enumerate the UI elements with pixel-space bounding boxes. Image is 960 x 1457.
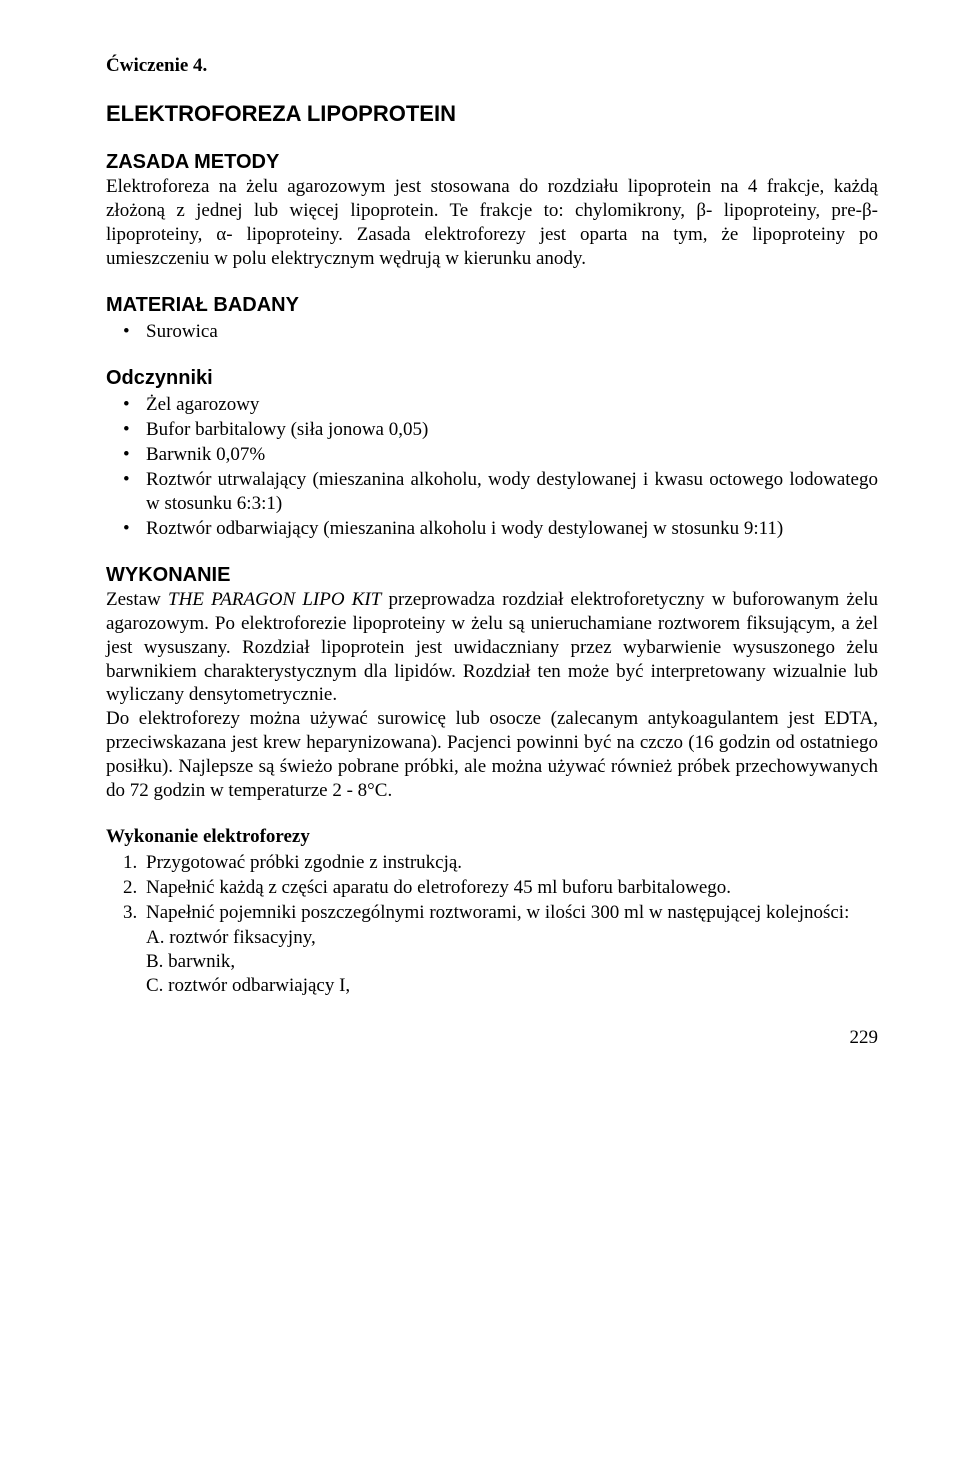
list-item: Żel agarozowy <box>106 393 878 417</box>
odczynniki-list: Żel agarozowy Bufor barbitalowy (siła jo… <box>106 393 878 541</box>
page-number: 229 <box>106 1026 878 1050</box>
step-item: Napełnić każdą z części aparatu do eletr… <box>106 876 878 900</box>
list-item: Roztwór odbarwiający (mieszanina alkohol… <box>106 517 878 541</box>
wykonanie-heading: WYKONANIE <box>106 564 230 586</box>
document-title: ELEKTROFOREZA LIPOPROTEIN <box>106 100 878 128</box>
material-heading: MATERIAŁ BADANY <box>106 293 878 318</box>
exercise-label: Ćwiczenie 4. <box>106 54 878 78</box>
substep-item: A. roztwór fiksacyjny, <box>106 926 878 950</box>
step-text: Napełnić pojemniki poszczególnymi roztwo… <box>146 902 849 923</box>
odczynniki-heading: Odczynniki <box>106 366 878 391</box>
wykonanie-para2: Do elektroforezy można używać surowicę l… <box>106 707 878 803</box>
substep-item: B. barwnik, <box>106 950 878 974</box>
zasada-heading: ZASADA METODY <box>106 150 878 175</box>
step-item: Przygotować próbki zgodnie z instrukcją. <box>106 851 878 875</box>
wykonanie-block: WYKONANIE Zestaw THE PARAGON LIPO KIT pr… <box>106 563 878 804</box>
wykonanie-para1-italic: THE PARAGON LIPO KIT <box>168 589 381 610</box>
list-item: Surowica <box>106 320 878 344</box>
list-item: Barwnik 0,07% <box>106 443 878 467</box>
wykonanie-para1-prefix: Zestaw <box>106 589 168 610</box>
steps-list: Przygotować próbki zgodnie z instrukcją.… <box>106 851 878 925</box>
step-item: Napełnić pojemniki poszczególnymi roztwo… <box>106 901 878 925</box>
material-list: Surowica <box>106 320 878 344</box>
wykonanie-para1: WYKONANIE Zestaw THE PARAGON LIPO KIT pr… <box>106 563 878 708</box>
zasada-body: Elektroforeza na żelu agarozowym jest st… <box>106 175 878 271</box>
list-item: Bufor barbitalowy (siła jonowa 0,05) <box>106 418 878 442</box>
list-item: Roztwór utrwalający (mieszanina alkoholu… <box>106 468 878 516</box>
substep-item: C. roztwór odbarwiający I, <box>106 974 878 998</box>
wykonanie-elektro-heading: Wykonanie elektroforezy <box>106 825 878 849</box>
